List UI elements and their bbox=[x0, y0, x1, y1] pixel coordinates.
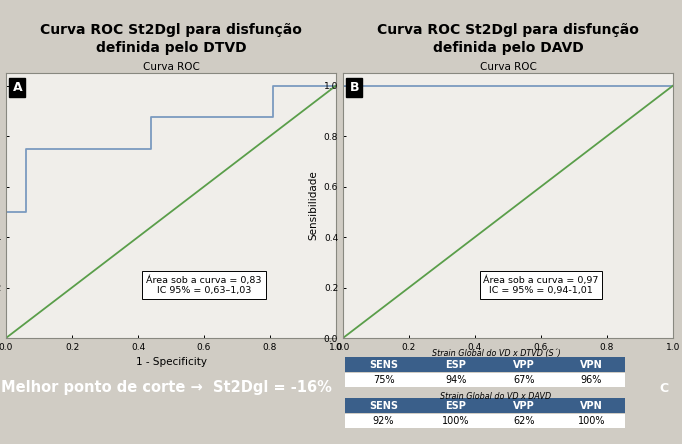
Bar bbox=[345, 357, 422, 372]
Text: 100%: 100% bbox=[442, 416, 470, 426]
Text: Curva ROC St2Dgl para disfunção
definida pelo DTVD: Curva ROC St2Dgl para disfunção definida… bbox=[40, 23, 302, 55]
Text: Melhor ponto de corte →  St2Dgl = -16%: Melhor ponto de corte → St2Dgl = -16% bbox=[1, 380, 331, 395]
Text: ESP: ESP bbox=[445, 360, 466, 369]
Bar bbox=[490, 398, 558, 413]
Text: Strain Global do VD x DAVD: Strain Global do VD x DAVD bbox=[441, 392, 552, 401]
Text: 94%: 94% bbox=[445, 375, 466, 385]
Bar bbox=[490, 414, 558, 428]
Bar bbox=[558, 414, 625, 428]
Bar bbox=[422, 357, 490, 372]
Bar bbox=[345, 373, 422, 387]
Text: 96%: 96% bbox=[581, 375, 602, 385]
Text: B: B bbox=[350, 81, 359, 94]
Text: Área sob a curva = 0,97
IC = 95% = 0,94-1,01: Área sob a curva = 0,97 IC = 95% = 0,94-… bbox=[484, 275, 599, 295]
Bar bbox=[345, 414, 422, 428]
Title: Curva ROC: Curva ROC bbox=[479, 62, 537, 72]
Bar bbox=[490, 357, 558, 372]
Text: 62%: 62% bbox=[513, 416, 535, 426]
Text: 92%: 92% bbox=[373, 416, 394, 426]
Bar bbox=[558, 373, 625, 387]
X-axis label: 1 - Specificity: 1 - Specificity bbox=[136, 357, 207, 368]
X-axis label: 1 - Especificidade: 1 - Especificidade bbox=[462, 357, 554, 368]
Bar bbox=[422, 414, 490, 428]
Text: A: A bbox=[12, 81, 23, 94]
Text: 100%: 100% bbox=[578, 416, 605, 426]
Title: Curva ROC: Curva ROC bbox=[143, 62, 199, 72]
Text: 75%: 75% bbox=[373, 375, 394, 385]
Y-axis label: Sensibilidade: Sensibilidade bbox=[308, 170, 318, 240]
Text: VPP: VPP bbox=[513, 360, 535, 369]
Bar bbox=[422, 373, 490, 387]
Bar bbox=[422, 398, 490, 413]
Bar bbox=[490, 373, 558, 387]
Text: VPP: VPP bbox=[513, 401, 535, 411]
Text: Área sob a curva = 0,83
IC 95% = 0,63–1,03: Área sob a curva = 0,83 IC 95% = 0,63–1,… bbox=[146, 275, 262, 295]
Text: C: C bbox=[659, 381, 668, 395]
Text: VPN: VPN bbox=[580, 401, 603, 411]
Text: Strain Global do VD x DTVD (S´): Strain Global do VD x DTVD (S´) bbox=[432, 349, 561, 358]
Text: VPN: VPN bbox=[580, 360, 603, 369]
Text: 67%: 67% bbox=[513, 375, 535, 385]
Bar bbox=[558, 357, 625, 372]
Text: ESP: ESP bbox=[445, 401, 466, 411]
Text: SENS: SENS bbox=[369, 360, 398, 369]
Text: SENS: SENS bbox=[369, 401, 398, 411]
Bar bbox=[558, 398, 625, 413]
Bar bbox=[345, 398, 422, 413]
Text: Curva ROC St2Dgl para disfunção
definida pelo DAVD: Curva ROC St2Dgl para disfunção definida… bbox=[377, 23, 639, 55]
